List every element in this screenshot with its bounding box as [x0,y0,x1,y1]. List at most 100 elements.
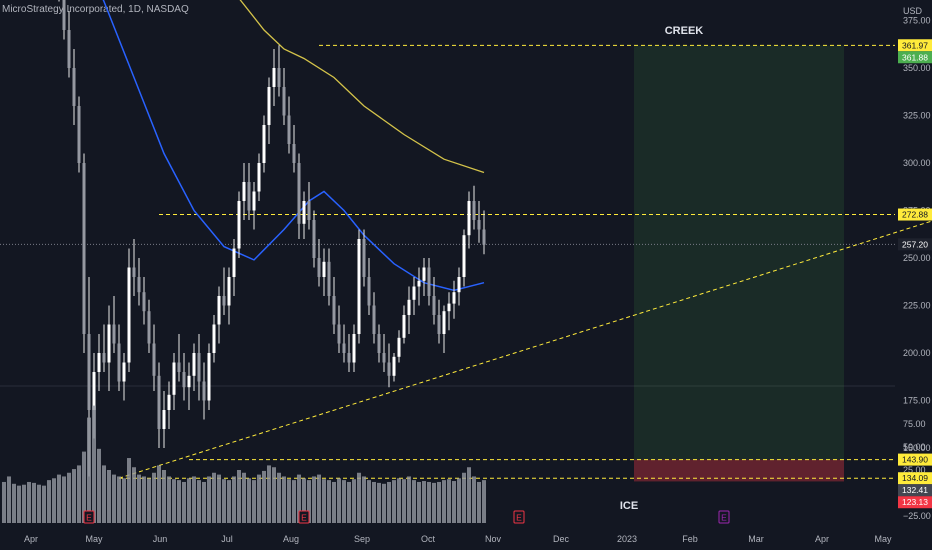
candle-body[interactable] [252,191,256,211]
candle-body[interactable] [397,337,401,357]
candle-body[interactable] [422,267,426,281]
volume-bar[interactable] [307,480,311,523]
earnings-event-icon[interactable] [718,510,730,524]
volume-bar[interactable] [252,480,256,523]
volume-bar[interactable] [352,479,356,523]
volume-bar[interactable] [32,482,36,523]
volume-bar[interactable] [412,480,416,523]
volume-bar[interactable] [142,476,146,523]
candle-body[interactable] [437,315,441,334]
volume-bar[interactable] [317,474,321,523]
volume-bar[interactable] [347,481,351,523]
volume-bar[interactable] [287,479,291,523]
candle-body[interactable] [222,296,226,306]
volume-bar[interactable] [197,480,201,523]
candle-body[interactable] [162,410,166,429]
candle-body[interactable] [457,277,461,293]
volume-bar[interactable] [102,465,106,523]
candle-body[interactable] [467,201,471,236]
candle-body[interactable] [352,334,356,363]
volume-bar[interactable] [177,480,181,523]
volume-bar[interactable] [427,481,431,523]
volume-bar[interactable] [12,483,16,523]
volume-bar[interactable] [377,482,381,523]
candle-body[interactable] [207,353,211,401]
candle-body[interactable] [327,261,331,296]
volume-bar[interactable] [302,478,306,523]
volume-bar[interactable] [297,474,301,523]
candle-body[interactable] [382,353,386,363]
candle-body[interactable] [312,220,316,258]
candle-body[interactable] [147,311,151,344]
candle-body[interactable] [362,239,366,277]
volume-bar[interactable] [312,476,316,523]
candle-body[interactable] [417,280,421,287]
candle-body[interactable] [442,311,446,334]
candle-body[interactable] [402,315,406,338]
volume-bar[interactable] [157,465,161,523]
volume-bar[interactable] [267,465,271,523]
volume-bar[interactable] [232,476,236,523]
volume-bar[interactable] [282,476,286,523]
volume-bar[interactable] [322,479,326,523]
volume-bar[interactable] [362,476,366,523]
candle-body[interactable] [372,305,376,335]
candle-body[interactable] [262,125,266,163]
candle-body[interactable] [272,68,276,87]
candle-body[interactable] [152,343,156,376]
candle-body[interactable] [432,296,436,315]
candle-body[interactable] [182,372,186,388]
earnings-event-icon[interactable] [83,510,95,524]
candle-body[interactable] [452,292,456,304]
volume-bar[interactable] [367,480,371,523]
volume-bar[interactable] [382,483,386,523]
candle-body[interactable] [137,277,141,293]
earnings-event-icon[interactable] [513,510,525,524]
candle-body[interactable] [187,375,191,388]
candle-body[interactable] [132,267,136,278]
volume-bar[interactable] [327,480,331,523]
candle-body[interactable] [267,87,271,125]
volume-bar[interactable] [2,481,6,523]
candle-body[interactable] [332,296,336,325]
volume-bar[interactable] [452,481,456,523]
volume-bar[interactable] [337,478,341,523]
candle-body[interactable] [287,115,291,145]
volume-bar[interactable] [137,474,141,523]
volume-bar[interactable] [242,472,246,523]
volume-bar[interactable] [417,481,421,523]
volume-bar[interactable] [467,467,471,523]
candle-body[interactable] [427,267,431,297]
candle-body[interactable] [257,163,261,192]
candle-body[interactable] [82,163,86,334]
candle-body[interactable] [307,201,311,220]
candle-body[interactable] [277,68,281,87]
volume-bar[interactable] [42,485,46,523]
candle-body[interactable] [217,296,221,325]
candle-body[interactable] [282,87,286,116]
volume-bar[interactable] [77,465,81,523]
volume-bar[interactable] [117,476,121,523]
volume-bar[interactable] [97,448,101,523]
volume-bar[interactable] [67,472,71,523]
volume-bar[interactable] [92,405,96,523]
volume-bar[interactable] [402,479,406,523]
volume-bar[interactable] [152,472,156,523]
volume-bar[interactable] [237,470,241,523]
candle-body[interactable] [242,182,246,201]
candle-body[interactable] [192,353,196,376]
candle-body[interactable] [347,353,351,363]
candle-body[interactable] [172,362,176,395]
volume-bar[interactable] [27,481,31,523]
volume-bar[interactable] [357,472,361,523]
candle-body[interactable] [342,343,346,354]
candle-body[interactable] [202,381,206,401]
volume-bar[interactable] [227,480,231,523]
volume-bar[interactable] [292,480,296,523]
volume-bar[interactable] [132,467,136,523]
volume-bar[interactable] [457,478,461,523]
volume-bar[interactable] [82,451,86,523]
volume-bar[interactable] [407,476,411,523]
candle-body[interactable] [107,324,111,363]
ascending-trendline[interactable] [118,220,932,479]
